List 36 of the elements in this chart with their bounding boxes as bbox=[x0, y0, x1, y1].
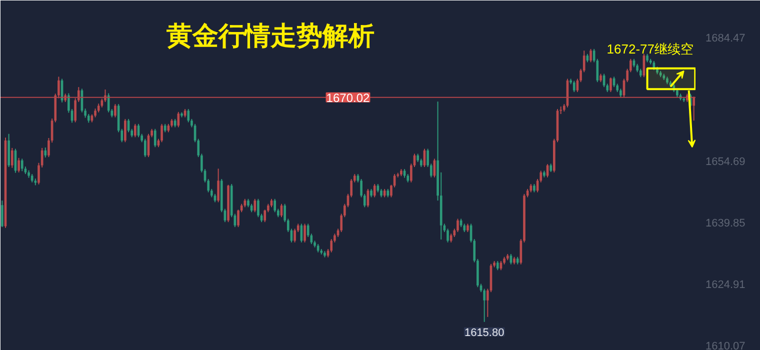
candlestick bbox=[572, 80, 576, 93]
y-tick-label: 1654.69 bbox=[706, 156, 746, 168]
band-label: 1672-77继续空 bbox=[606, 41, 694, 56]
candlestick bbox=[1, 200, 4, 228]
ref-line-label: 1670.02 bbox=[326, 90, 370, 105]
annotation: 1615.80 bbox=[464, 326, 504, 339]
candlestick bbox=[257, 198, 260, 218]
candlestick bbox=[590, 48, 592, 63]
candlestick bbox=[134, 123, 136, 138]
y-tick-label: 1639.85 bbox=[706, 217, 746, 230]
candlestick bbox=[144, 138, 146, 158]
candlestick bbox=[154, 128, 156, 148]
candlestick bbox=[610, 77, 612, 93]
candlestick bbox=[304, 223, 306, 243]
candlestick bbox=[114, 104, 116, 118]
candlestick bbox=[10, 147, 14, 168]
candlestick bbox=[496, 260, 499, 271]
candlestick bbox=[446, 228, 449, 243]
candlestick bbox=[254, 198, 256, 213]
candlestick bbox=[177, 111, 180, 128]
candlestick bbox=[18, 157, 20, 173]
candlestick bbox=[294, 228, 296, 243]
candlestick bbox=[373, 183, 376, 198]
y-tick-label: 1610.07 bbox=[706, 340, 746, 350]
text: 黄金行情走势解析 bbox=[166, 20, 374, 50]
y-tick-label: 1624.91 bbox=[706, 279, 746, 292]
candlestick bbox=[274, 198, 276, 213]
candlestick bbox=[160, 123, 163, 143]
candlestick bbox=[44, 147, 47, 158]
candlestick bbox=[217, 168, 220, 203]
candlestick bbox=[20, 158, 24, 172]
candlestick bbox=[456, 218, 459, 233]
candlestick bbox=[124, 118, 126, 143]
candlestick bbox=[483, 288, 486, 322]
y-tick-label: 1684.47 bbox=[706, 32, 746, 44]
candlestick bbox=[187, 108, 190, 123]
